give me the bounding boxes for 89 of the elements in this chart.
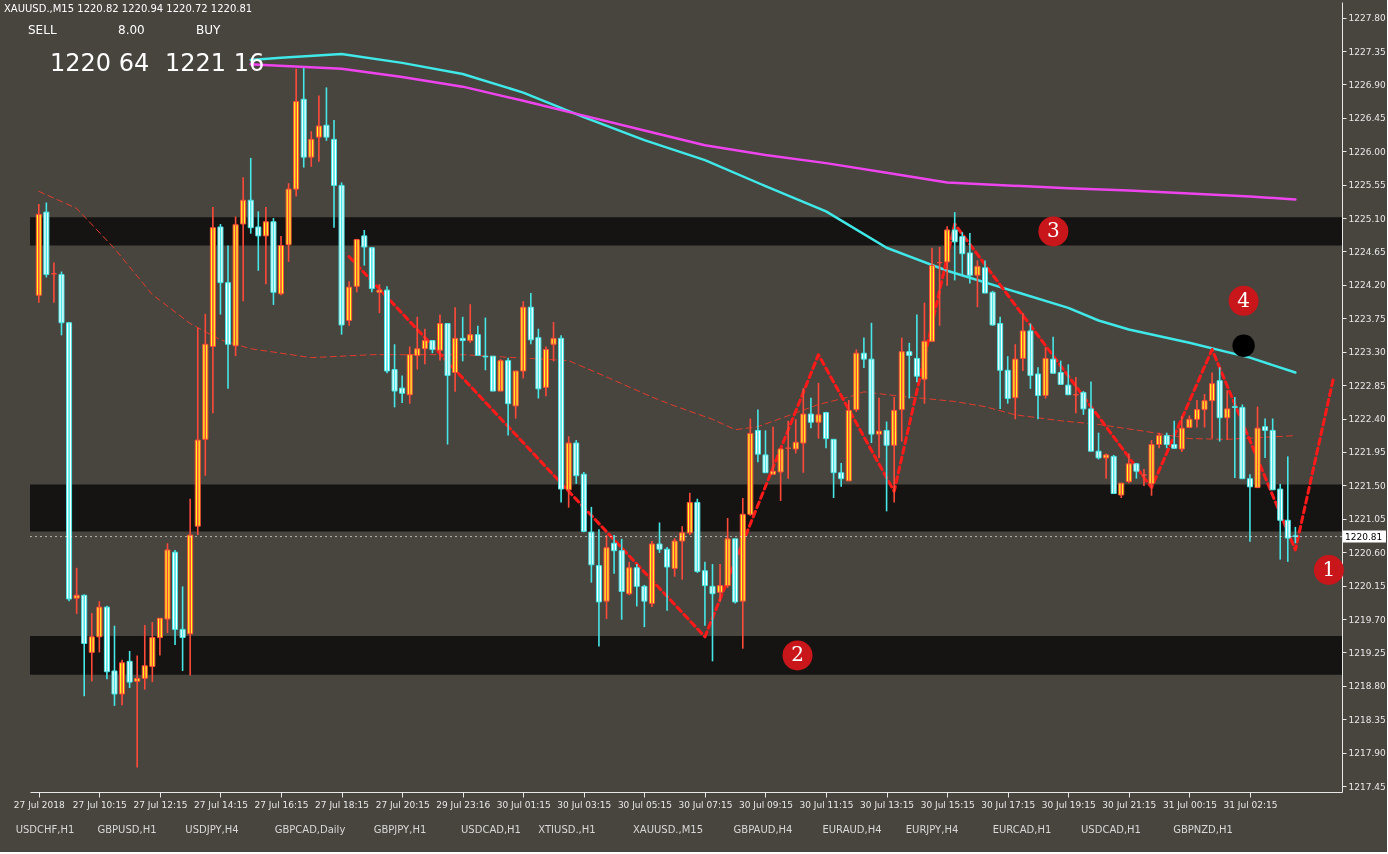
y-tick-label: 1222.85 (1348, 380, 1386, 391)
text: GBPUSD,H1 (97, 824, 157, 835)
candlestick (883, 420, 890, 513)
chart-title: XAUUSD.,M15 1220.82 1220.94 1220.72 1220.81 (4, 3, 253, 14)
text: USDCAD,H1 (461, 824, 521, 835)
x-tick-label: 27 Jul 2018 (13, 799, 66, 810)
x-tick-label: 27 Jul 14:15 (193, 799, 248, 810)
y-tick-label: 1220.15 (1348, 581, 1386, 592)
candlestick (323, 86, 330, 142)
text: EURCAD,H1 (992, 824, 1052, 835)
text: GBPAUD,H4 (733, 824, 793, 835)
y-tick-label: 1219.25 (1348, 647, 1386, 658)
candlestick (497, 358, 504, 392)
annotation: 8.00 (118, 23, 145, 37)
x-tick-label: 30 Jul 17:15 (981, 799, 1036, 810)
y-tick-label: 1217.45 (1348, 781, 1386, 792)
text: XAUUSD.,M15 (632, 824, 704, 835)
x-tick-label: 30 Jul 03:15 (557, 799, 612, 810)
candlestick (1042, 346, 1049, 400)
candlestick (444, 322, 451, 446)
x-tick-label: 30 Jul 01:15 (496, 799, 551, 810)
y-tick-label: 1218.35 (1348, 714, 1386, 725)
y-tick-label: 1222.40 (1348, 414, 1386, 425)
text: USDCHF,H1 (15, 824, 75, 835)
band-label: 1 (1322, 557, 1336, 581)
y-tick-label: 1225.10 (1348, 213, 1386, 224)
text: EURAUD,H4 (822, 824, 882, 835)
annotation: SELL (28, 23, 57, 37)
candlestick (974, 259, 981, 308)
y-tick-label: 1219.70 (1348, 614, 1386, 625)
candlestick (73, 566, 80, 615)
annotation: 1220 64 (50, 49, 150, 77)
annotation: 4 (1237, 287, 1250, 312)
x-tick-label: 27 Jul 16:15 (254, 799, 309, 810)
text: EURJPY,H4 (905, 824, 959, 835)
y-tick-label: 1226.00 (1348, 146, 1386, 157)
x-tick-label: 31 Jul 02:15 (1223, 799, 1278, 810)
x-tick-label: 27 Jul 10:15 (72, 799, 127, 810)
y-tick-label: 1227.80 (1348, 13, 1386, 24)
y-tick-label: 1226.45 (1348, 113, 1386, 124)
x-tick-label: 30 Jul 13:15 (860, 799, 915, 810)
candlestick (815, 382, 822, 440)
x-tick-label: 30 Jul 15:15 (920, 799, 975, 810)
y-tick-label: 1221.05 (1348, 514, 1386, 525)
annotation: BUY (196, 23, 222, 37)
y-tick-label: 1226.90 (1348, 79, 1386, 90)
candlestick (906, 342, 913, 400)
x-tick-label: 29 Jul 23:16 (436, 799, 491, 810)
x-tick-label: 30 Jul 19:15 (1041, 799, 1096, 810)
text: USDJPY,H4 (185, 824, 239, 835)
x-tick-label: 30 Jul 09:15 (738, 799, 793, 810)
ref-line-label: 1220.81 (1345, 531, 1383, 542)
x-tick-label: 27 Jul 18:15 (315, 799, 370, 810)
band-label: 2 (791, 642, 804, 667)
candlestick (126, 650, 133, 689)
y-tick-label: 1221.50 (1348, 480, 1386, 491)
candlestick (709, 563, 716, 663)
candlestick (270, 217, 277, 306)
x-tick-label: 30 Jul 11:15 (799, 799, 854, 810)
x-tick-label: 30 Jul 05:15 (617, 799, 672, 810)
x-tick-label: 27 Jul 20:15 (375, 799, 430, 810)
x-tick-label: 30 Jul 21:15 (1102, 799, 1157, 810)
y-tick-label: 1223.75 (1348, 313, 1386, 324)
annotation: 1221 16 (165, 49, 265, 77)
text: GBPNZD,H1 (1173, 824, 1233, 835)
y-tick-label: 1221.95 (1348, 447, 1386, 458)
x-tick-label: 27 Jul 12:15 (133, 799, 188, 810)
candlestick (43, 201, 50, 279)
x-tick-label: 31 Jul 00:15 (1162, 799, 1217, 810)
text: GBPJPY,H1 (373, 824, 427, 835)
line-series (38, 190, 1296, 440)
y-tick-label: 1217.90 (1348, 748, 1386, 759)
y-tick-label: 1218.80 (1348, 681, 1386, 692)
candlestick (376, 283, 383, 314)
y-tick-label: 1223.30 (1348, 347, 1386, 358)
y-tick-label: 1220.60 (1348, 547, 1386, 558)
candlestick (1254, 405, 1261, 489)
line-series (347, 222, 1335, 639)
candlestick (603, 534, 610, 620)
text: USDCAD,H1 (1081, 824, 1141, 835)
band-label: 3 (1046, 218, 1060, 243)
y-tick-label: 1225.55 (1348, 180, 1386, 191)
x-tick-label: 30 Jul 07:15 (678, 799, 733, 810)
candlestick (550, 321, 557, 363)
y-tick-label: 1227.35 (1348, 46, 1386, 57)
y-tick-label: 1224.20 (1348, 280, 1386, 291)
text: XTIUSD.,H1 (538, 824, 596, 835)
y-tick-label: 1224.65 (1348, 246, 1386, 257)
text: GBPCAD,Daily (274, 824, 346, 835)
